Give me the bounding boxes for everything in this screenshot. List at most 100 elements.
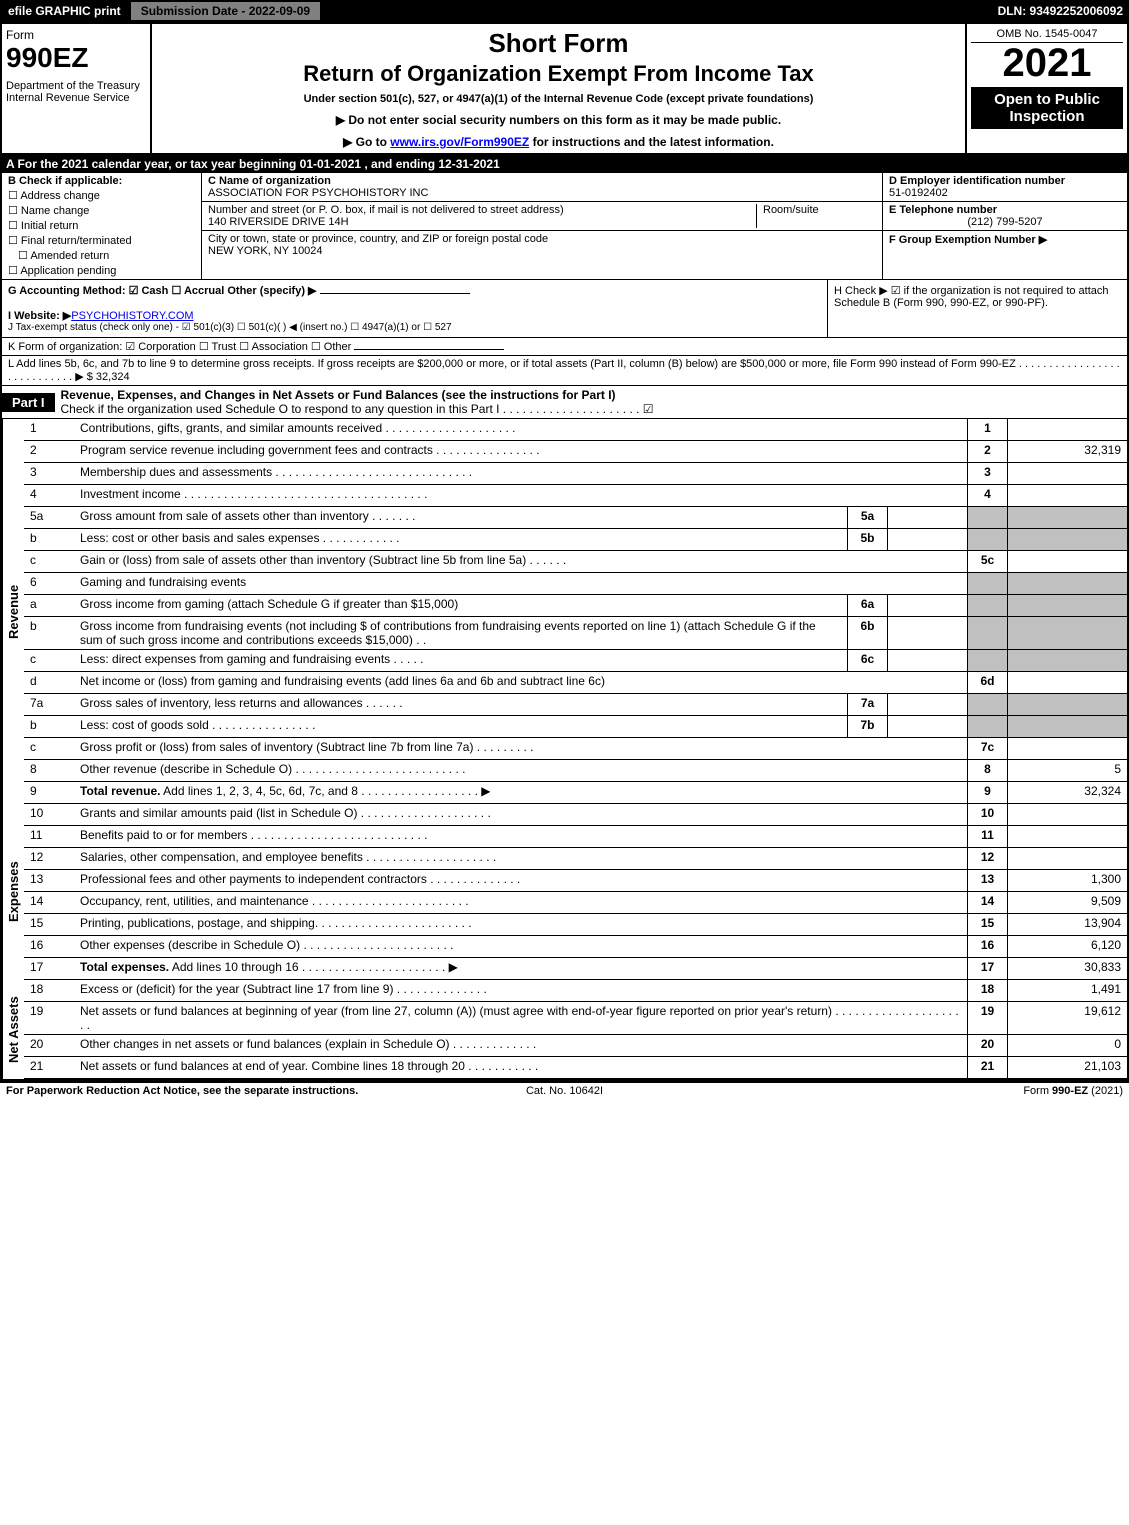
line-desc: Total expenses. Add lines 10 through 16 … [74, 958, 967, 979]
opt-amended-text: Amended return [30, 250, 109, 262]
line-value: 30,833 [1007, 958, 1127, 979]
table-row: cGain or (loss) from sale of assets othe… [24, 551, 1127, 573]
website-prefix: I Website: ▶ [8, 310, 71, 322]
line-ref: 8 [967, 760, 1007, 781]
opt-address-change-text: Address change [20, 190, 100, 202]
opt-name-change[interactable]: ☐ Name change [8, 204, 195, 217]
line-k-blank[interactable] [354, 349, 504, 350]
street-label: Number and street (or P. O. box, if mail… [208, 204, 756, 216]
line-ref: 4 [967, 485, 1007, 506]
line-ref [967, 507, 1007, 528]
column-d-e-f: D Employer identification number 51-0192… [882, 173, 1127, 279]
opt-app-pending[interactable]: ☐ Application pending [8, 264, 195, 277]
line-value: 32,324 [1007, 782, 1127, 803]
line-desc: Other expenses (describe in Schedule O) … [74, 936, 967, 957]
line-number: c [24, 738, 74, 759]
column-b: B Check if applicable: ☐ Address change … [2, 173, 202, 279]
line-number: d [24, 672, 74, 693]
room-label: Room/suite [763, 204, 876, 216]
group-exemption-label: F Group Exemption Number ▶ [889, 233, 1121, 246]
instr2-pre: ▶ Go to [343, 135, 390, 149]
expenses-table: Expenses 10Grants and similar amounts pa… [2, 804, 1127, 980]
line-number: 7a [24, 694, 74, 715]
website-link[interactable]: PSYCHOHISTORY.COM [71, 310, 193, 322]
street-value: 140 RIVERSIDE DRIVE 14H [208, 216, 756, 228]
table-row: bLess: cost or other basis and sales exp… [24, 529, 1127, 551]
line-value: 6,120 [1007, 936, 1127, 957]
line-value [1007, 694, 1127, 715]
table-row: 11Benefits paid to or for members . . . … [24, 826, 1127, 848]
page-footer: For Paperwork Reduction Act Notice, see … [0, 1081, 1129, 1099]
ein-label: D Employer identification number [889, 175, 1121, 187]
netassets-rows: 18Excess or (deficit) for the year (Subt… [24, 980, 1127, 1079]
line-ref: 7c [967, 738, 1007, 759]
sub-label: 7b [847, 716, 887, 737]
line-number: 1 [24, 419, 74, 440]
sub-label: 5a [847, 507, 887, 528]
table-row: 14Occupancy, rent, utilities, and mainte… [24, 892, 1127, 914]
part-i-title-text: Revenue, Expenses, and Changes in Net As… [61, 388, 616, 402]
table-row: 15Printing, publications, postage, and s… [24, 914, 1127, 936]
opt-name-change-text: Name change [21, 205, 90, 217]
line-ref: 21 [967, 1057, 1007, 1078]
line-number: 13 [24, 870, 74, 891]
line-value [1007, 529, 1127, 550]
accounting-blank[interactable] [320, 293, 470, 294]
footer-form-pre: Form [1023, 1085, 1052, 1097]
line-desc: Gain or (loss) from sale of assets other… [74, 551, 967, 572]
line-ref: 14 [967, 892, 1007, 913]
irs-link[interactable]: www.irs.gov/Form990EZ [390, 135, 529, 149]
city-row: City or town, state or province, country… [202, 231, 882, 259]
line-ref: 5c [967, 551, 1007, 572]
line-desc: Membership dues and assessments . . . . … [74, 463, 967, 484]
line-value [1007, 617, 1127, 649]
accounting-text: G Accounting Method: ☑ Cash ☐ Accrual Ot… [8, 285, 317, 297]
sub-label: 5b [847, 529, 887, 550]
expenses-vlabel: Expenses [2, 804, 24, 980]
line-number: c [24, 551, 74, 572]
line-number: c [24, 650, 74, 671]
line-ref: 2 [967, 441, 1007, 462]
sub-label: 7a [847, 694, 887, 715]
table-row: cLess: direct expenses from gaming and f… [24, 650, 1127, 672]
opt-final-return[interactable]: ☐ Final return/terminated [8, 234, 195, 247]
block-b-through-f: B Check if applicable: ☐ Address change … [2, 173, 1127, 280]
table-row: 20Other changes in net assets or fund ba… [24, 1035, 1127, 1057]
line-ref: 1 [967, 419, 1007, 440]
line-number: 18 [24, 980, 74, 1001]
line-value [1007, 826, 1127, 847]
form-number: 990EZ [6, 42, 146, 74]
part-i-bar: Part I Revenue, Expenses, and Changes in… [2, 386, 1127, 419]
sub-label: 6c [847, 650, 887, 671]
g-i-j-block: G Accounting Method: ☑ Cash ☐ Accrual Ot… [2, 280, 827, 337]
line-number: 12 [24, 848, 74, 869]
footer-center: Cat. No. 10642I [378, 1085, 750, 1097]
h-block: H Check ▶ ☑ if the organization is not r… [827, 280, 1127, 337]
dln-label: DLN: 93492252006092 [992, 0, 1129, 22]
header-center: Short Form Return of Organization Exempt… [152, 24, 967, 153]
efile-label[interactable]: efile GRAPHIC print [0, 0, 129, 22]
line-desc: Other revenue (describe in Schedule O) .… [74, 760, 967, 781]
opt-amended[interactable]: ☐ Amended return [8, 249, 195, 262]
opt-initial-return[interactable]: ☐ Initial return [8, 219, 195, 232]
under-section: Under section 501(c), 527, or 4947(a)(1)… [162, 93, 955, 105]
line-ref: 9 [967, 782, 1007, 803]
header-right: OMB No. 1545-0047 2021 Open to Public In… [967, 24, 1127, 153]
line-l: L Add lines 5b, 6c, and 7b to line 9 to … [2, 356, 1127, 386]
table-row: 12Salaries, other compensation, and empl… [24, 848, 1127, 870]
line-number: b [24, 617, 74, 649]
line-value: 21,103 [1007, 1057, 1127, 1078]
line-ref [967, 573, 1007, 594]
header-left: Form 990EZ Department of the Treasury In… [2, 24, 152, 153]
line-value: 1,491 [1007, 980, 1127, 1001]
revenue-table: Revenue 1Contributions, gifts, grants, a… [2, 419, 1127, 804]
line-number: 6 [24, 573, 74, 594]
line-ref [967, 650, 1007, 671]
submission-date: Submission Date - 2022-09-09 [129, 0, 322, 22]
line-desc: Gross income from fundraising events (no… [74, 617, 847, 649]
part-i-tag: Part I [2, 393, 55, 412]
opt-address-change[interactable]: ☐ Address change [8, 189, 195, 202]
line-desc: Salaries, other compensation, and employ… [74, 848, 967, 869]
website-line: I Website: ▶PSYCHOHISTORY.COM [8, 309, 821, 322]
line-desc: Less: direct expenses from gaming and fu… [74, 650, 847, 671]
